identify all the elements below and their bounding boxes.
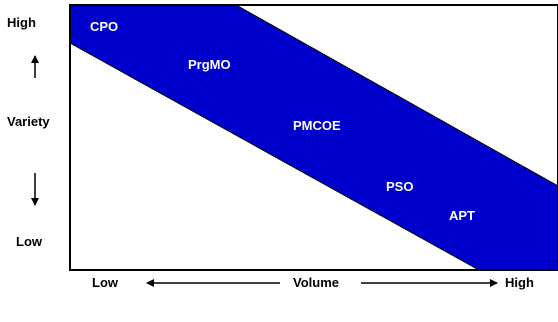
x-axis-high-label: High [505, 275, 534, 290]
band-label-cpo: CPO [90, 19, 118, 34]
process-band [69, 4, 558, 271]
band-label-pso: PSO [386, 179, 413, 194]
x-axis-low-label: Low [92, 275, 119, 290]
band-label-pmcoe: PMCOE [293, 118, 341, 133]
y-axis-title: Variety [7, 114, 50, 129]
y-axis-high-label: High [7, 15, 36, 30]
band-label-apt: APT [449, 208, 475, 223]
plot-frame [69, 4, 558, 271]
band-label-prgmo: PrgMO [188, 57, 231, 72]
x-axis-title: Volume [293, 275, 339, 290]
y-axis-low-label: Low [16, 234, 43, 249]
